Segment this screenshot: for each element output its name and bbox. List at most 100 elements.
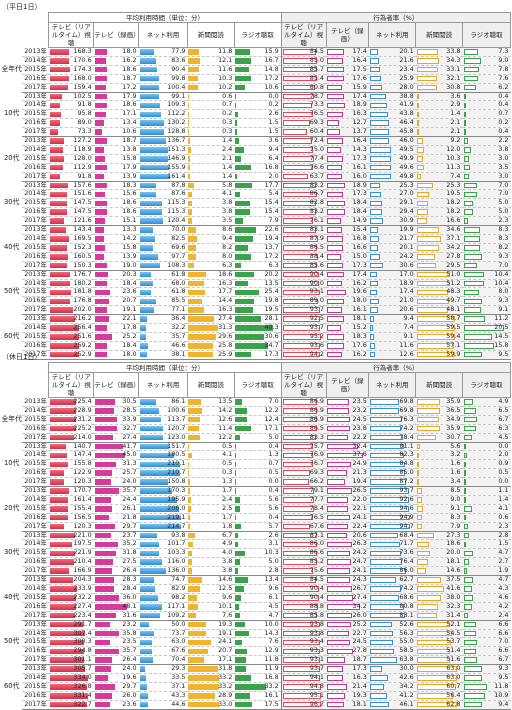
rate-cell-radio: 2.8 xyxy=(462,531,511,541)
rate-value: 86.6 xyxy=(310,549,324,556)
time-bar-rec xyxy=(94,280,107,287)
rate-value: 4.7 xyxy=(498,576,508,583)
time-value: 0.4 xyxy=(269,442,279,450)
rate-cell-rec: 24.7 xyxy=(326,557,369,568)
time-bar-rec xyxy=(94,461,116,468)
time-bar-news xyxy=(188,66,200,73)
rate-value: 46.4 xyxy=(399,119,413,126)
rate-bar-news xyxy=(416,541,429,548)
rate-cell-rec: 15.9 xyxy=(326,83,369,93)
time-cell-tv: 251.6 xyxy=(48,332,94,342)
time-value: 74.7 xyxy=(171,576,185,583)
time-cell-net: 50.0 xyxy=(138,620,188,630)
time-cell-tv: 197.5 xyxy=(48,539,94,550)
time-cell-news: 28.9 xyxy=(187,691,235,701)
time-bar-tv xyxy=(49,488,70,494)
time-cell-rec: 20.7 xyxy=(93,296,139,307)
rate-bar-net xyxy=(369,612,405,619)
age-group-label: 10代 xyxy=(1,442,22,487)
time-value: 99.1 xyxy=(171,92,185,100)
rate-bar-tv xyxy=(282,470,311,476)
rate-cell-news: 38.0 xyxy=(415,593,463,603)
rate-value: 68.4 xyxy=(399,531,413,539)
rate-value: 4.6 xyxy=(498,593,508,601)
rate-value: 41.6 xyxy=(446,585,460,592)
time-cell-net: 120.7 xyxy=(138,424,188,434)
time-value: 157.6 xyxy=(73,181,91,189)
time-bar-tv xyxy=(49,443,66,450)
rate-bar-news xyxy=(416,497,423,503)
time-bar-net xyxy=(139,648,153,655)
rate-bar-news xyxy=(416,334,456,340)
rate-value: 86.0 xyxy=(399,567,413,574)
time-bar-news xyxy=(188,639,211,646)
rate-bar-news xyxy=(416,289,448,296)
time-value: 331.4 xyxy=(73,691,91,699)
time-value: 252.9 xyxy=(73,350,91,358)
time-bar-rec xyxy=(94,639,111,646)
rate-cell-net: 56.3 xyxy=(368,629,416,639)
rate-value: 2.8 xyxy=(498,531,508,539)
time-value: 29.7 xyxy=(122,522,136,530)
time-cell-tv: 221.0 xyxy=(48,531,94,541)
rate-bar-rec xyxy=(327,129,340,135)
rate-value: 78.4 xyxy=(399,433,413,441)
rate-cell-news: 19.5 xyxy=(415,189,463,200)
rate-bar-tv xyxy=(282,280,319,287)
rate-value: 34.2 xyxy=(353,602,367,610)
rate-bar-net xyxy=(369,523,410,530)
rate-cell-rec: 22.1 xyxy=(326,504,369,514)
rate-value: 13.7 xyxy=(353,128,367,135)
rate-cell-net: 45.8 xyxy=(368,127,416,138)
time-bar-net xyxy=(139,245,153,251)
time-bar-net xyxy=(139,461,180,468)
rate-bar-radio xyxy=(463,541,467,548)
rate-value: 74.2 xyxy=(399,424,413,432)
time-value: 2.4 xyxy=(222,495,232,503)
time-cell-net: 108.3 xyxy=(138,261,188,271)
time-cell-news: 9.4 xyxy=(187,234,235,244)
rate-bar-tv xyxy=(282,236,318,242)
rate-bar-news xyxy=(416,227,440,233)
time-bar-radio xyxy=(235,120,237,126)
time-value: 17.1 xyxy=(218,656,232,663)
time-value: 23.6 xyxy=(122,288,136,295)
rate-cell-rec: 16.3 xyxy=(326,109,369,120)
time-cell-rec: 23.7 xyxy=(93,531,139,541)
rate-cell-tv: 85.8 xyxy=(280,611,326,621)
time-cell-radio: 14.8 xyxy=(234,65,282,75)
time-value: 18.0 xyxy=(122,48,136,55)
rate-bar-net xyxy=(369,49,379,55)
rate-value: 63.0 xyxy=(446,665,460,672)
time-value: 2.1 xyxy=(222,154,232,162)
time-bar-radio xyxy=(235,49,251,55)
time-value: 115.3 xyxy=(167,199,185,206)
rate-bar-news xyxy=(416,425,440,432)
rate-col-tv: テレビ（リアルタイム）視聴 xyxy=(280,22,327,48)
rate-value: 18.0 xyxy=(353,297,367,304)
rate-value: 96.7 xyxy=(310,700,324,708)
rate-cell-radio: 11.8 xyxy=(462,682,511,692)
time-bar-news xyxy=(188,488,191,494)
rate-value: 35.9 xyxy=(446,424,460,432)
rate-bar-radio xyxy=(463,325,504,331)
time-bar-tv xyxy=(49,164,63,171)
time-bar-tv xyxy=(49,191,68,198)
time-cell-rec: 18.6 xyxy=(93,207,139,218)
time-value: 99.8 xyxy=(171,74,185,82)
rate-cell-tv: 88.8 xyxy=(280,602,326,612)
time-value: 214.0 xyxy=(73,433,91,441)
time-value: 20.3 xyxy=(122,270,136,278)
rate-bar-net xyxy=(369,120,390,126)
time-bar-tv xyxy=(49,586,77,592)
rate-cell-tv: 80.8 xyxy=(280,83,326,93)
year-label: 2017年 xyxy=(22,216,49,227)
time-cell-tv: 159.4 xyxy=(48,83,94,93)
time-bar-tv xyxy=(49,684,88,690)
rate-cell-rec: 17.5 xyxy=(326,65,369,75)
table-row: 2017年 121.6 15.1 120.4 3.5 7.9 76.1 14.9 30.9 16.… xyxy=(1,216,511,227)
time-cell-news: 20.7 xyxy=(187,646,235,657)
time-value: 25.9 xyxy=(218,350,232,358)
rate-value: 43.8 xyxy=(399,110,413,117)
rate-value: 1.6 xyxy=(450,469,460,476)
